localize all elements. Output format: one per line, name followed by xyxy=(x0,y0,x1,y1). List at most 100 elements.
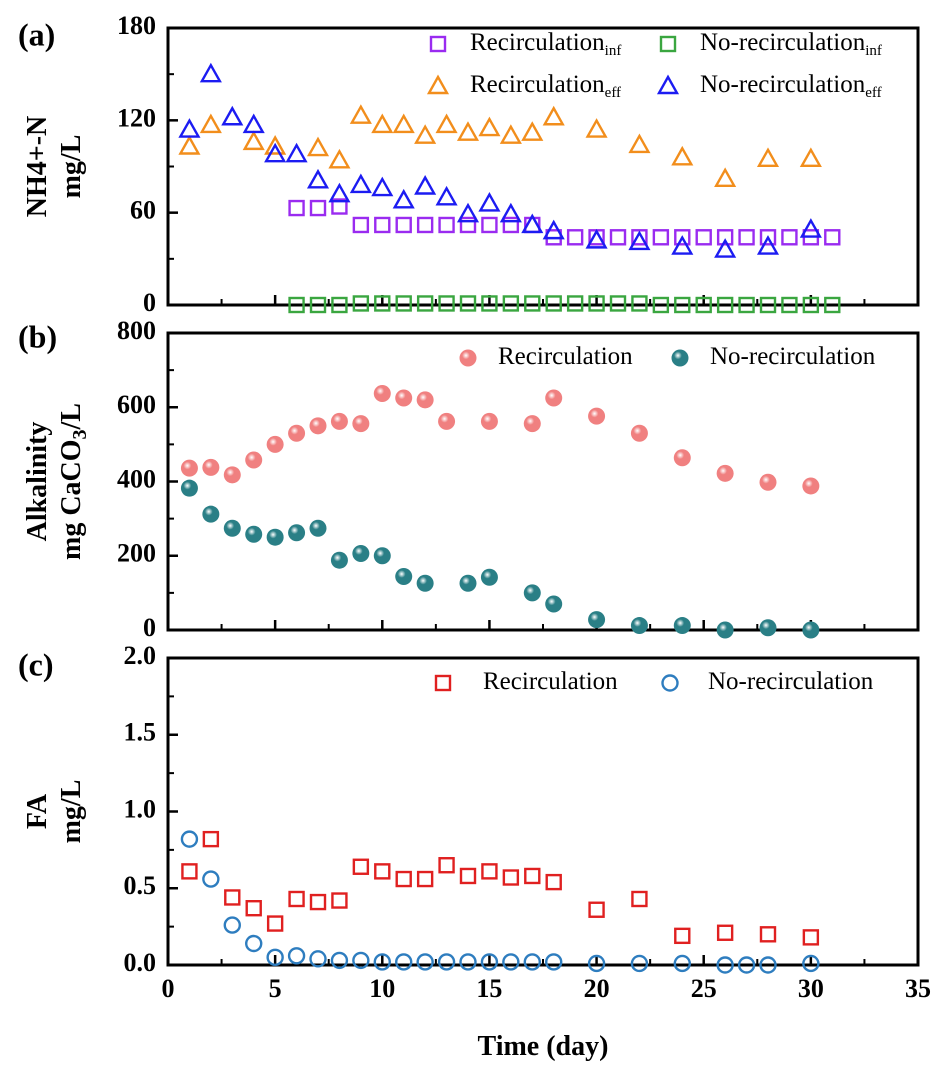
data-point xyxy=(245,900,262,917)
x-tick-label: 0 xyxy=(162,974,175,1003)
series-no-recirculation xyxy=(180,830,820,974)
y-axis-title-line2: mg/L xyxy=(56,135,87,199)
x-tick-label: 10 xyxy=(369,974,395,1003)
x-tick-label: 20 xyxy=(584,974,610,1003)
data-point xyxy=(521,121,544,141)
data-point xyxy=(395,870,412,888)
y-tick-label: 200 xyxy=(117,539,156,568)
data-point xyxy=(395,295,412,312)
data-point xyxy=(352,295,370,312)
data-point xyxy=(456,202,480,223)
x-tick-label: 25 xyxy=(691,974,717,1003)
data-point xyxy=(631,890,648,908)
data-point xyxy=(309,296,327,314)
data-point xyxy=(716,924,734,941)
data-point xyxy=(285,142,308,163)
data-point xyxy=(802,929,820,946)
data-point xyxy=(628,133,651,154)
data-point xyxy=(266,915,284,932)
data-point xyxy=(288,424,306,442)
data-point xyxy=(223,466,241,484)
data-point xyxy=(416,574,434,592)
data-point xyxy=(545,953,563,971)
data-point xyxy=(373,547,391,565)
data-point xyxy=(756,147,780,168)
data-point xyxy=(180,459,198,477)
data-point xyxy=(371,113,394,134)
data-point xyxy=(781,296,798,314)
data-point xyxy=(759,619,777,637)
data-point xyxy=(459,953,477,971)
y-tick-label: 120 xyxy=(117,103,156,132)
data-point xyxy=(695,296,712,314)
data-point xyxy=(737,956,756,974)
data-point xyxy=(309,417,327,435)
data-point xyxy=(674,927,691,945)
data-point xyxy=(481,216,498,234)
data-point xyxy=(671,235,694,255)
data-point xyxy=(566,229,584,246)
data-point xyxy=(456,121,480,141)
data-point xyxy=(437,953,456,971)
data-point xyxy=(309,950,327,968)
data-point xyxy=(545,389,563,407)
data-point xyxy=(545,873,562,891)
data-point xyxy=(266,528,284,546)
panel-label: (b) xyxy=(18,318,57,354)
data-point xyxy=(373,385,391,403)
data-point xyxy=(673,449,691,467)
plot-frame xyxy=(166,656,920,967)
data-point xyxy=(716,229,734,246)
data-point xyxy=(716,296,734,314)
data-point xyxy=(178,135,201,155)
data-point xyxy=(459,216,477,234)
x-tick-label: 35 xyxy=(905,974,931,1003)
data-point xyxy=(288,524,306,542)
data-point xyxy=(652,229,670,246)
data-point xyxy=(435,113,458,134)
data-point xyxy=(759,229,777,246)
data-point xyxy=(756,235,780,255)
x-tick-label: 5 xyxy=(269,974,282,1003)
data-point xyxy=(416,216,434,234)
y-tick-label: 0.0 xyxy=(124,948,157,977)
data-point xyxy=(802,621,820,639)
legend-label: Recirculation xyxy=(483,668,618,695)
x-tick-label: 30 xyxy=(798,974,824,1003)
data-point xyxy=(245,934,263,953)
data-point xyxy=(438,295,455,312)
data-point xyxy=(799,147,822,168)
data-point xyxy=(481,295,498,312)
data-point xyxy=(824,229,841,246)
data-point xyxy=(523,953,541,971)
data-point xyxy=(331,892,348,909)
data-point xyxy=(352,545,370,563)
y-tick-label: 2.0 xyxy=(124,641,157,670)
data-point xyxy=(673,617,691,635)
data-point xyxy=(585,228,608,249)
data-point xyxy=(202,458,220,476)
data-point xyxy=(695,229,712,246)
data-point xyxy=(524,295,541,312)
data-point xyxy=(781,229,798,246)
data-point xyxy=(802,477,820,495)
data-point xyxy=(349,104,372,124)
data-point xyxy=(738,296,755,314)
panel-3: (c) 0.0 0.5 1.0 1.5 2.0 0 5 10 15 20 25 30 35 FA mg/L Ti… xyxy=(18,641,931,1062)
data-point xyxy=(759,956,777,974)
data-point xyxy=(287,947,306,965)
data-point xyxy=(716,621,734,639)
data-point xyxy=(438,216,455,234)
data-point xyxy=(416,391,434,409)
data-point xyxy=(245,525,263,543)
legend-marker xyxy=(459,349,477,367)
data-point xyxy=(542,105,565,126)
data-point xyxy=(609,229,627,246)
data-point xyxy=(459,295,477,312)
data-point xyxy=(459,574,477,592)
data-point xyxy=(585,118,608,138)
series-recirculation-eff xyxy=(178,104,822,188)
data-point xyxy=(352,415,370,433)
panel-label: (a) xyxy=(18,16,55,52)
data-point xyxy=(542,219,565,240)
